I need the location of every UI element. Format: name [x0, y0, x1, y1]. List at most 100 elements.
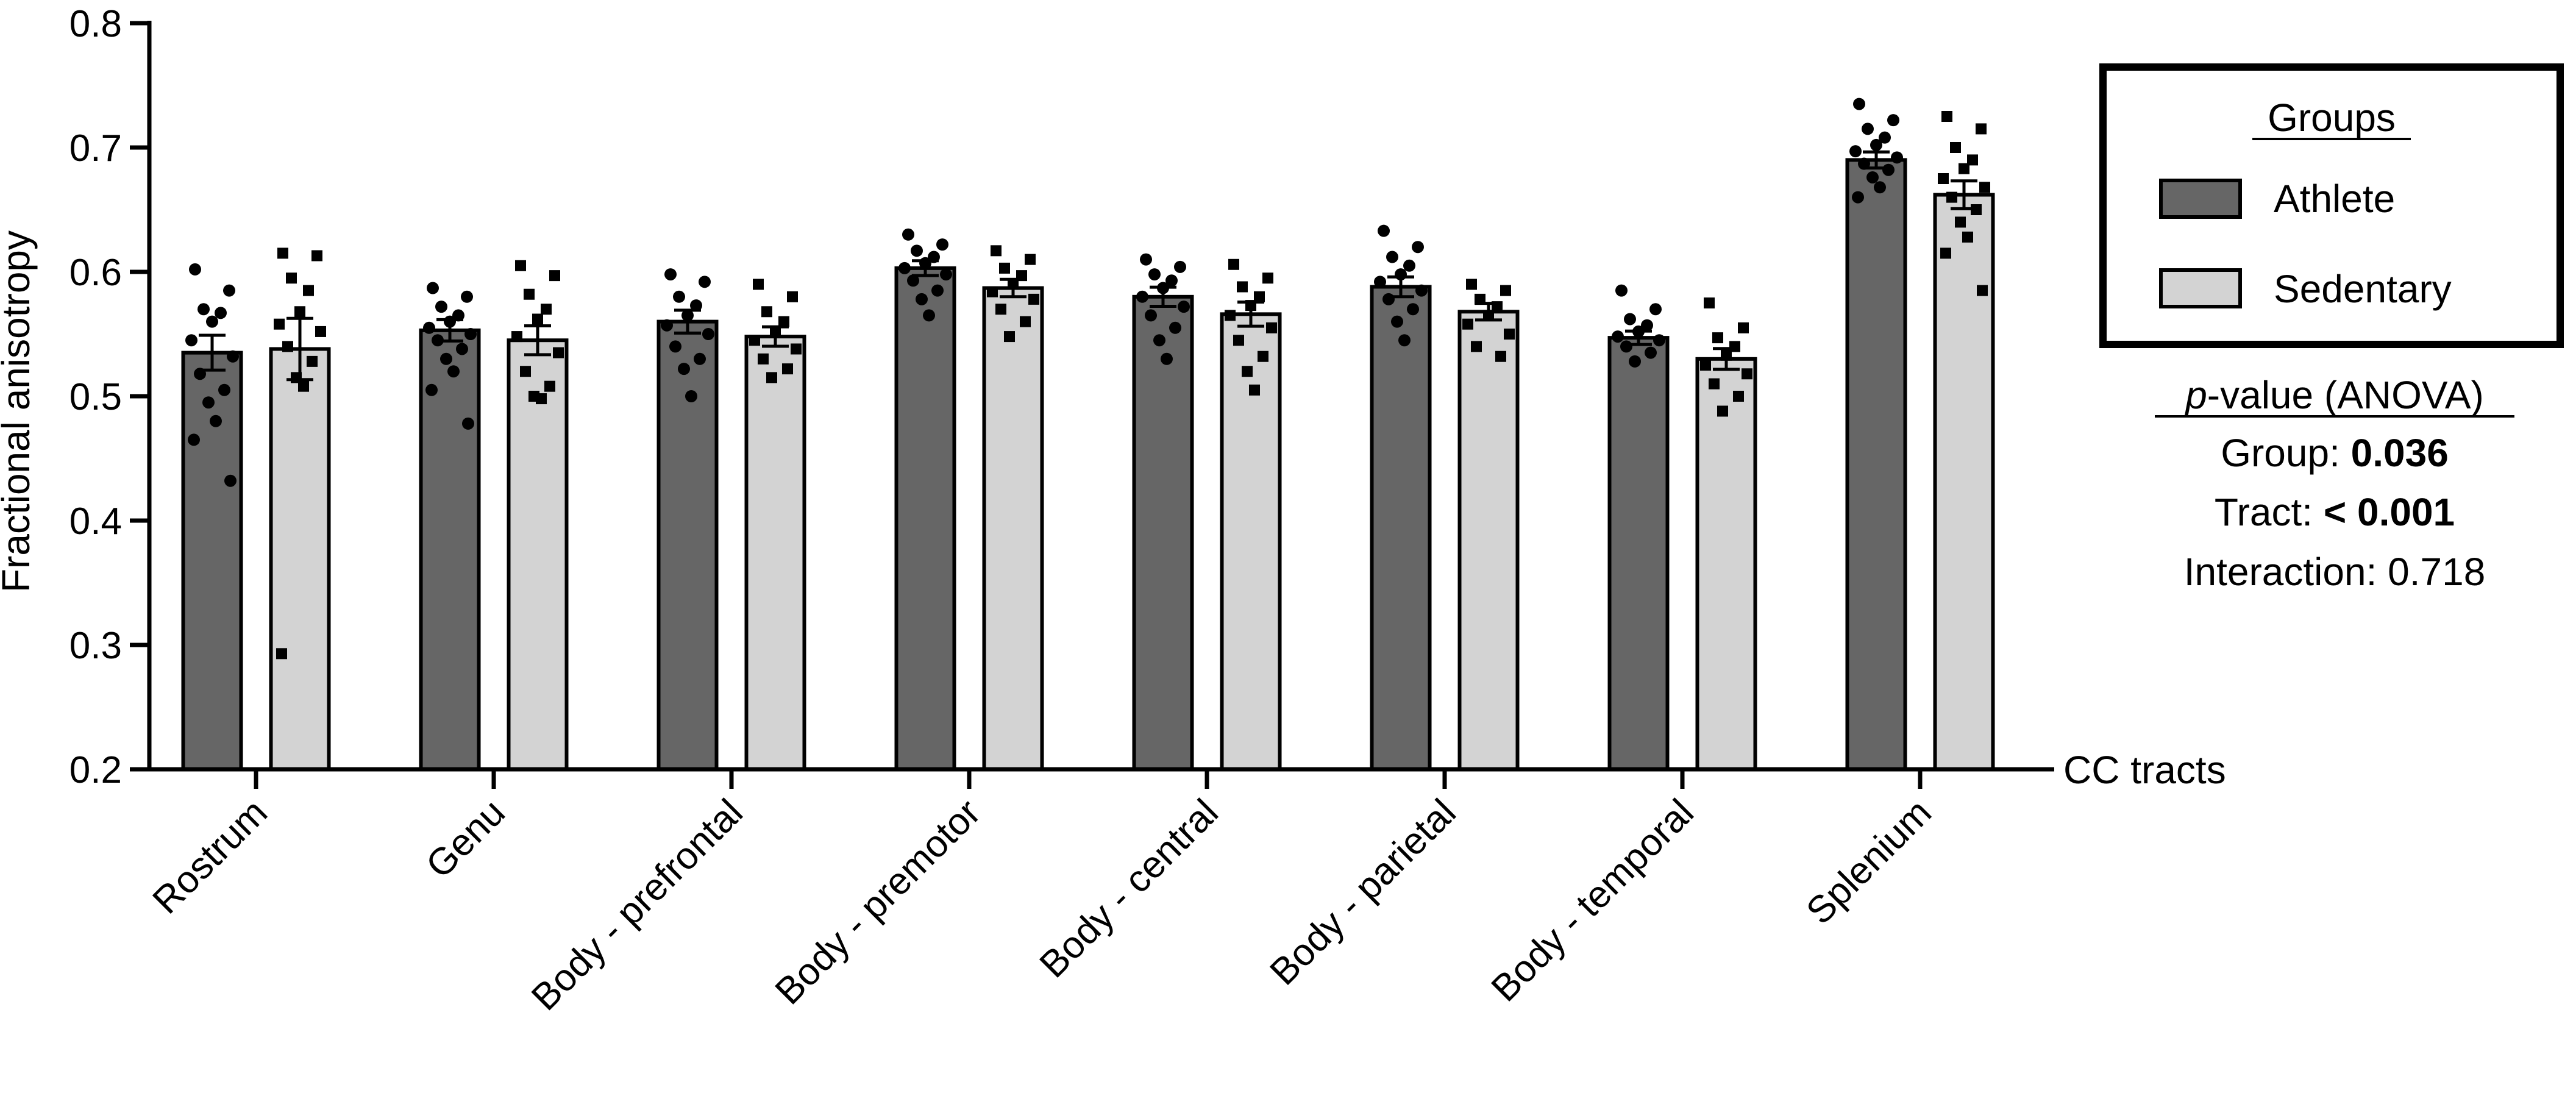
data-point: [1853, 98, 1865, 110]
data-point: [1153, 334, 1165, 347]
anova-tract-value: < 0.001: [2324, 490, 2455, 534]
data-point: [1258, 351, 1268, 362]
anova-title-rest: -value (ANOVA): [2207, 373, 2484, 417]
category-label: Splenium: [1798, 791, 1940, 933]
data-point: [1615, 284, 1628, 297]
data-point: [1645, 346, 1657, 359]
data-point: [1967, 154, 1978, 166]
data-point: [282, 341, 293, 352]
data-point: [673, 290, 685, 303]
y-tick-label: 0.4: [69, 500, 122, 543]
category-label: Body - parietal: [1262, 791, 1464, 993]
data-point: [315, 326, 326, 337]
bar: [1933, 193, 1995, 771]
data-point: [462, 417, 474, 430]
y-tick-label: 0.5: [69, 376, 122, 418]
data-point: [515, 260, 526, 271]
data-point: [1254, 291, 1265, 302]
bar: [181, 351, 243, 771]
category-label: Body - central: [1032, 791, 1226, 986]
data-point: [1866, 171, 1879, 183]
data-point: [1950, 142, 1961, 153]
data-point: [1145, 309, 1157, 322]
data-point: [1941, 111, 1952, 122]
bar: [269, 347, 331, 771]
data-point: [911, 244, 923, 257]
data-point: [1174, 260, 1186, 273]
data-point: [669, 340, 681, 353]
data-point: [1862, 123, 1874, 135]
data-point: [1946, 191, 1957, 203]
data-point: [307, 355, 318, 367]
data-point: [185, 334, 197, 347]
y-tick-label: 0.8: [69, 3, 122, 45]
data-point: [511, 331, 522, 343]
data-point: [1940, 247, 1951, 259]
data-point: [210, 415, 222, 427]
data-point: [1852, 191, 1864, 204]
data-point: [435, 301, 447, 313]
data-point: [1612, 330, 1624, 343]
y-tick-label: 0.7: [69, 127, 122, 169]
legend-label-sedentary: Sedentary: [2274, 267, 2452, 311]
axes: [147, 21, 2054, 772]
bars: [181, 158, 1995, 772]
data-point: [536, 393, 547, 405]
data-point: [1262, 272, 1273, 284]
data-point: [1169, 321, 1181, 334]
bar: [894, 266, 956, 771]
data-point: [549, 270, 560, 282]
data-point: [440, 352, 452, 365]
error-bars: [199, 150, 1977, 382]
anova-stats: p-value (ANOVA) Group: 0.036 Tract: < 0.…: [2155, 373, 2514, 594]
data-point: [188, 433, 200, 446]
data-point: [1391, 315, 1403, 328]
data-point: [753, 279, 764, 290]
data-point: [456, 343, 468, 355]
data-point: [749, 335, 760, 346]
data-point: [524, 288, 535, 300]
data-point: [1849, 145, 1862, 158]
data-point: [1466, 279, 1477, 290]
data-point: [936, 238, 948, 251]
data-point: [520, 366, 531, 377]
data-point: [916, 293, 928, 305]
legend-swatch-athlete: [2159, 179, 2242, 219]
data-point: [1374, 276, 1386, 288]
data-point: [1004, 331, 1015, 343]
data-point: [931, 284, 944, 297]
data-point: [1641, 319, 1653, 332]
y-axis-ticks: 0.2 0.3 0.4 0.5 0.6 0.7 0.8: [69, 3, 149, 791]
data-point: [274, 318, 285, 330]
data-point: [1504, 329, 1515, 340]
y-tick-label: 0.6: [69, 252, 122, 294]
bar: [744, 335, 806, 771]
data-point: [189, 263, 201, 276]
data-point: [541, 304, 552, 315]
data-point: [1148, 268, 1161, 281]
anova-title-p: p: [2184, 373, 2207, 417]
data-point: [1653, 334, 1665, 347]
data-point: [553, 347, 564, 358]
data-point: [1495, 351, 1506, 362]
y-tick-label: 0.3: [69, 625, 122, 667]
data-point: [1870, 138, 1882, 151]
data-point: [1462, 318, 1473, 330]
data-point: [1709, 378, 1720, 390]
data-point: [923, 309, 935, 322]
data-point: [1874, 181, 1886, 194]
data-point: [1700, 360, 1711, 371]
data-point: [1415, 284, 1428, 297]
data-point: [1500, 285, 1511, 296]
bar: [1132, 294, 1194, 771]
x-axis-ticks: Rostrum Genu Body - prefrontal Body - premo…: [144, 769, 1940, 1019]
data-point: [991, 245, 1002, 257]
data-point: [544, 380, 555, 392]
data-point: [678, 363, 690, 376]
data-point: [294, 306, 305, 318]
data-point: [995, 304, 1006, 315]
data-point: [1977, 285, 1988, 296]
data-point: [1249, 384, 1260, 396]
data-point: [227, 350, 239, 363]
